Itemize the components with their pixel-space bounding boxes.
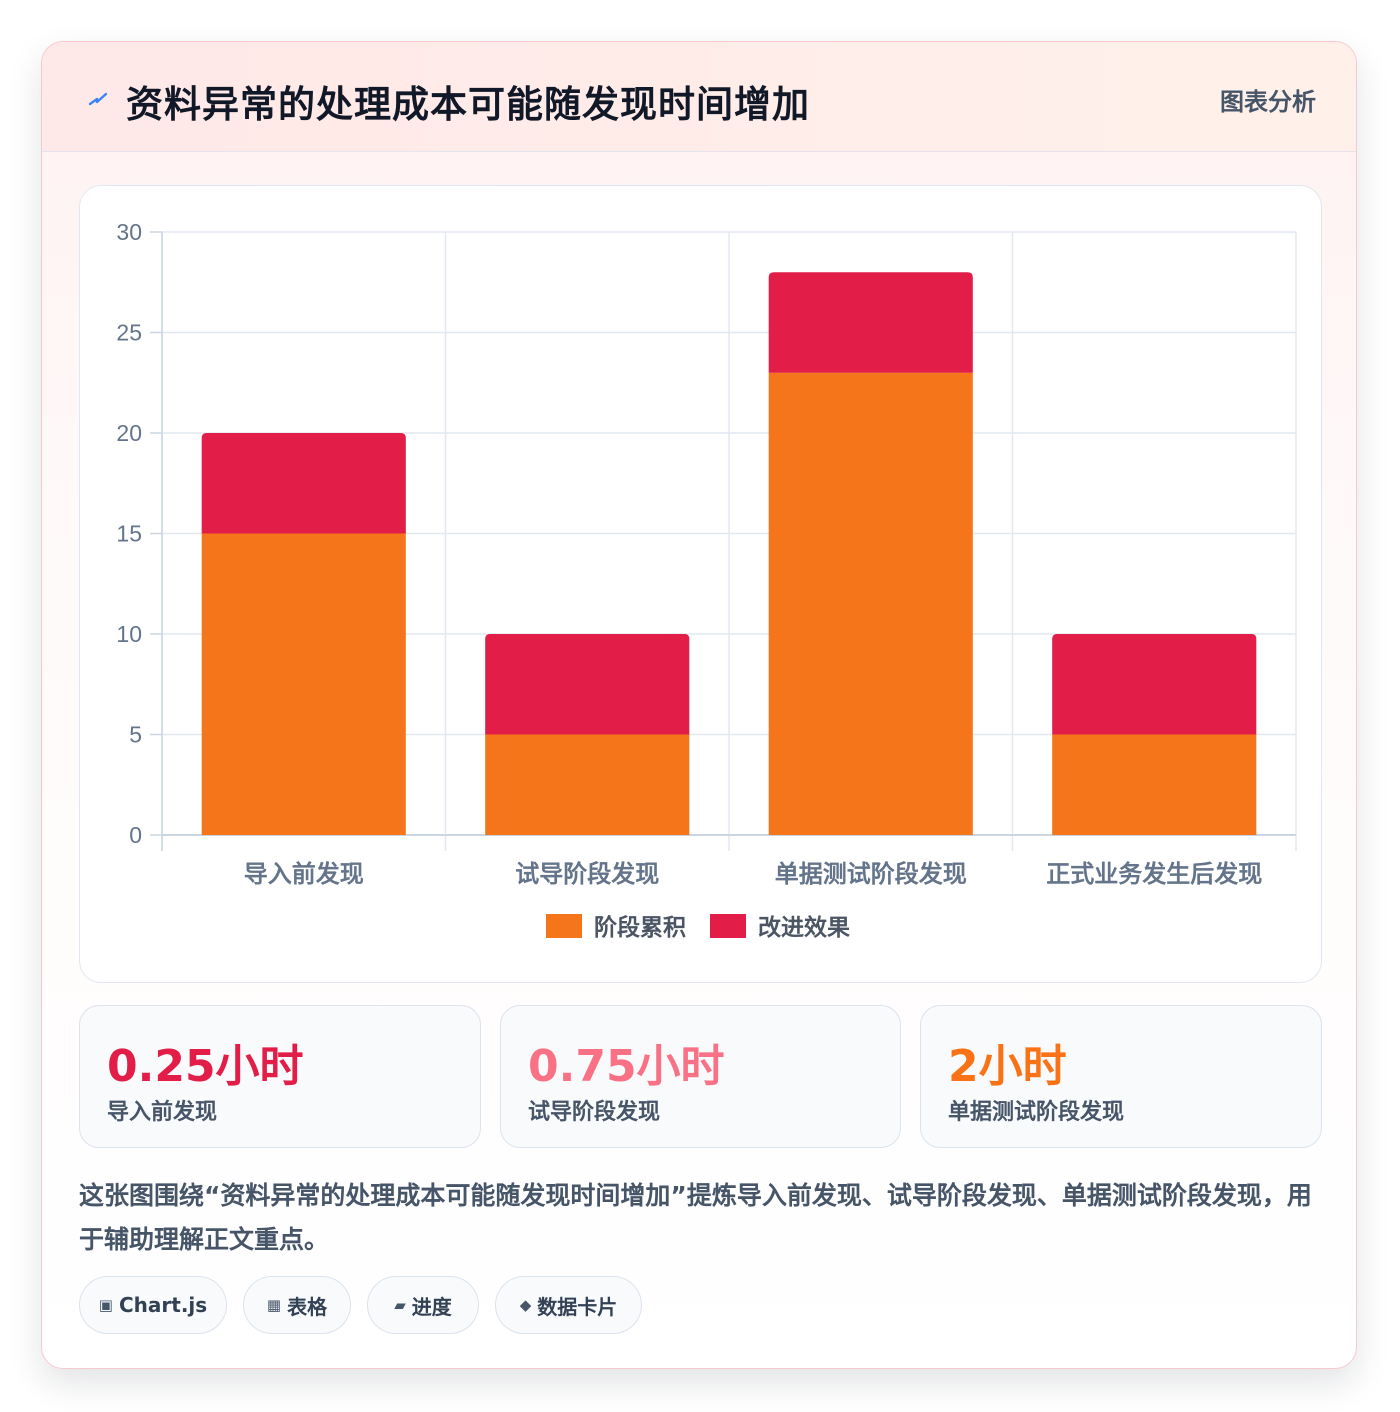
bar-segment [485, 634, 690, 735]
tag-progress[interactable]: ▰ 进度 [367, 1276, 479, 1334]
data-card-icon: ◆ [519, 1296, 532, 1314]
card-header: 资料异常的处理成本可能随发现时间增加 图表分析 [42, 42, 1356, 152]
progress-icon: ▰ [394, 1296, 406, 1314]
stat-card: 2小时 单据测试阶段发现 [920, 1005, 1322, 1148]
stacked-bar-chart: 0 5 10 15 20 25 30 导入前发现 试导阶段发现 单据测试阶段发现 正式业务发生后发现… [116, 219, 1297, 941]
stat-label: 单据测试阶段发现 [948, 1100, 1125, 1125]
stat-value: 0.25小时 [107, 1041, 304, 1092]
tag-label: 数据卡片 [537, 1294, 618, 1319]
bolt-icon [88, 92, 108, 106]
x-tick-label: 试导阶段发现 [515, 860, 659, 888]
stat-value: 2小时 [948, 1041, 1067, 1092]
y-tick-label: 5 [129, 722, 142, 748]
chart-analysis-badge: 图表分析 [1220, 88, 1316, 116]
chart-card: 资料异常的处理成本可能随发现时间增加 图表分析 0 5 10 15 20 25 30 导入前发… [41, 41, 1357, 1369]
stat-label: 导入前发现 [107, 1100, 218, 1125]
tag-table[interactable]: ▦ 表格 [243, 1276, 351, 1334]
chart-panel: 0 5 10 15 20 25 30 导入前发现 试导阶段发现 单据测试阶段发现 正式业务发生后发现… [79, 185, 1322, 983]
page-title: 资料异常的处理成本可能随发现时间增加 [126, 83, 810, 126]
tag-data-card[interactable]: ◆ 数据卡片 [495, 1276, 642, 1334]
bar-segment [485, 734, 690, 835]
tag-label: 表格 [287, 1294, 328, 1319]
y-tick-label: 20 [116, 420, 142, 446]
legend-label: 改进效果 [758, 914, 850, 941]
legend-swatch [546, 914, 582, 938]
tag-label: Chart.js [118, 1293, 208, 1317]
legend-label: 阶段累积 [594, 914, 686, 941]
y-tick-label: 0 [129, 822, 142, 848]
x-tick-label: 导入前发现 [244, 860, 364, 888]
bar-segment [201, 433, 406, 534]
bar-segment [201, 533, 406, 835]
y-tick-label: 25 [116, 320, 142, 346]
stat-card: 0.25小时 导入前发现 [79, 1005, 481, 1148]
chart-description: 这张图围绕“资料异常的处理成本可能随发现时间增加”提炼导入前发现、试导阶段发现、… [79, 1181, 1312, 1254]
chart-icon: ▣ [98, 1296, 113, 1314]
legend-swatch [710, 914, 746, 938]
x-tick-label: 正式业务发生后发现 [1046, 860, 1262, 888]
stat-value: 0.75小时 [528, 1041, 725, 1092]
x-tick-label: 单据测试阶段发现 [775, 860, 967, 888]
y-tick-label: 15 [116, 521, 142, 547]
y-tick-label: 30 [116, 219, 142, 245]
stat-label: 试导阶段发现 [528, 1100, 661, 1125]
bar-segment [768, 372, 973, 835]
bar-segment [1052, 734, 1257, 835]
y-tick-label: 10 [116, 621, 142, 647]
tag-chartjs[interactable]: ▣ Chart.js [79, 1276, 227, 1334]
table-icon: ▦ [266, 1296, 282, 1314]
tag-label: 进度 [411, 1294, 452, 1319]
stat-card: 0.75小时 试导阶段发现 [500, 1005, 901, 1148]
bar-segment [768, 272, 973, 373]
bar-segment [1052, 634, 1257, 735]
